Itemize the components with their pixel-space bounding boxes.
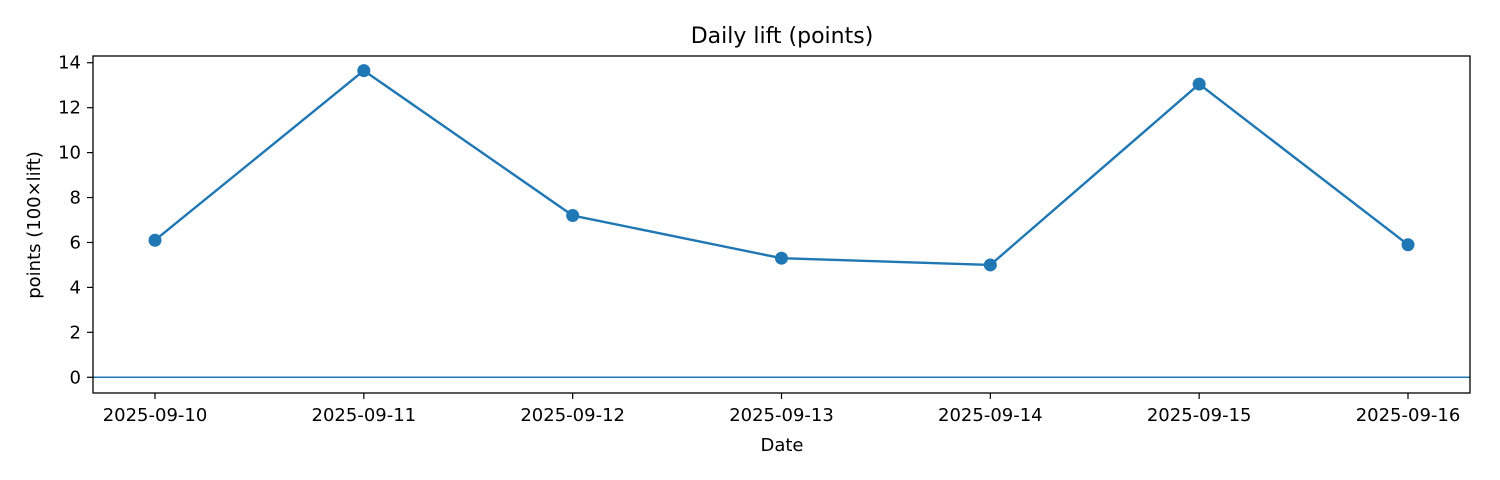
y-tick-label: 14 xyxy=(58,53,81,74)
plot-area xyxy=(93,64,1470,379)
series-group xyxy=(148,64,1415,272)
y-tick-label: 0 xyxy=(70,367,81,388)
y-tick-label: 12 xyxy=(58,98,81,119)
data-point xyxy=(1192,77,1206,91)
y-tick-label: 2 xyxy=(70,322,81,343)
x-tick-label: 2025-09-16 xyxy=(1356,405,1461,426)
x-tick-label: 2025-09-14 xyxy=(938,405,1043,426)
y-axis-label: points (100×lift) xyxy=(24,151,45,299)
y-axis: 0 2 4 6 8 10 12 14 xyxy=(58,53,93,388)
y-tick-label: 10 xyxy=(58,143,81,164)
chart-title: Daily lift (points) xyxy=(691,24,874,49)
data-point xyxy=(566,209,580,223)
x-tick-label: 2025-09-10 xyxy=(103,405,208,426)
y-tick-label: 4 xyxy=(70,277,81,298)
x-tick-label: 2025-09-15 xyxy=(1147,405,1252,426)
data-point xyxy=(775,251,788,265)
x-tick-label: 2025-09-13 xyxy=(729,405,834,426)
x-axis-label: Date xyxy=(760,435,803,456)
data-point xyxy=(983,258,997,272)
data-point xyxy=(148,233,162,247)
data-point xyxy=(1401,238,1415,252)
y-tick-label: 6 xyxy=(70,232,81,253)
y-tick-label: 8 xyxy=(70,188,81,209)
data-point xyxy=(357,64,371,78)
x-tick-label: 2025-09-11 xyxy=(312,405,417,426)
x-tick-label: 2025-09-12 xyxy=(520,405,625,426)
x-axis: 2025-09-10 2025-09-11 2025-09-12 2025-09-13… xyxy=(103,393,1461,426)
